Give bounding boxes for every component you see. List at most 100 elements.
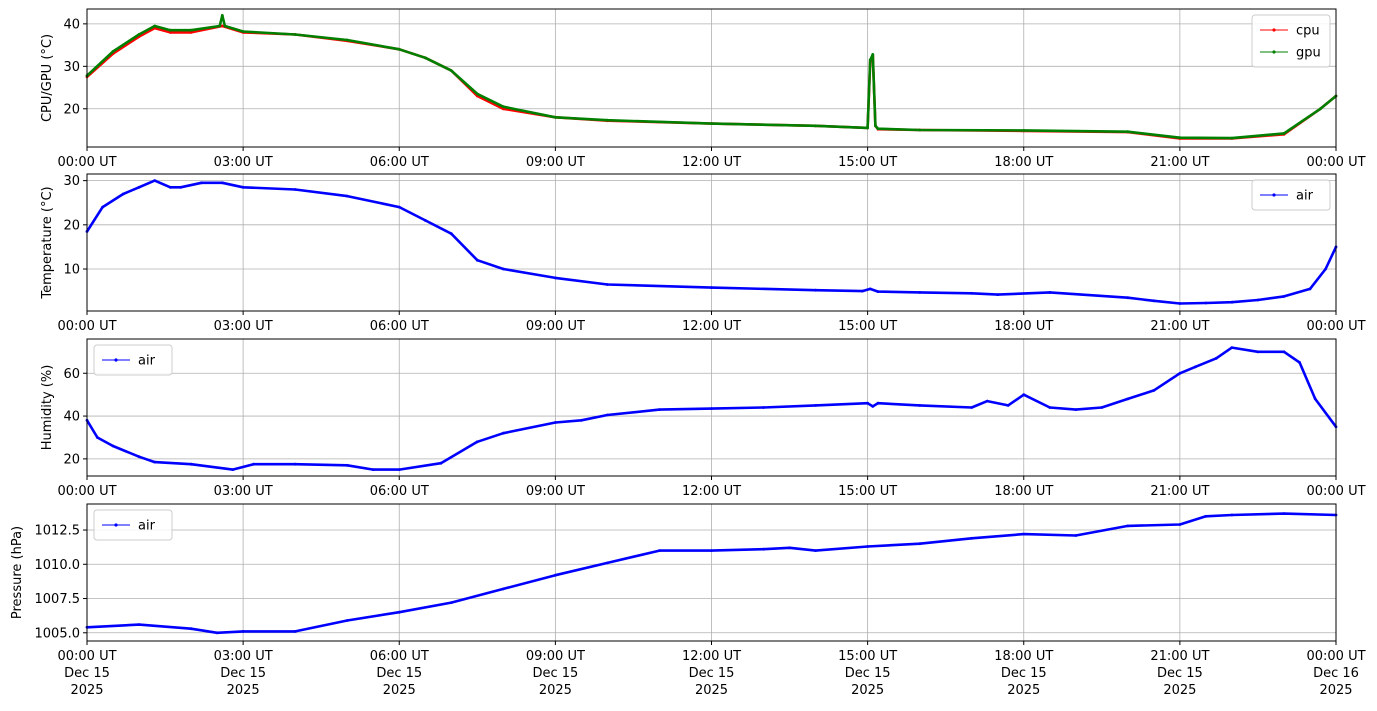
x-tick-label: Dec 15 — [376, 666, 422, 681]
data-point-air — [168, 185, 172, 189]
data-point-air — [200, 181, 203, 185]
x-tick-label: 18:00 UT — [994, 319, 1053, 334]
legend: air — [93, 344, 173, 376]
data-point-air — [241, 630, 245, 633]
data-point-air — [996, 293, 1000, 296]
data-point-gpu — [241, 30, 245, 33]
chart-panel-2: 10 20 30 Temperature (°C) 00:00 UT 03:00 UT 06… — [40, 173, 1366, 334]
data-point-cpu — [220, 24, 224, 28]
legend-marker-gpu — [1272, 50, 1276, 54]
data-point-air — [1298, 361, 1301, 364]
x-tick-label: 12:00 UT — [682, 155, 741, 170]
x-tick-label: 03:00 UT — [214, 155, 273, 170]
data-point-air — [1126, 397, 1130, 401]
x-tick-label: Dec 15 — [220, 666, 266, 681]
data-point-gpu — [710, 122, 713, 125]
data-point-gpu — [918, 128, 922, 132]
x-tick-label: 09:00 UT — [526, 319, 585, 334]
x-tick-label: 18:00 UT — [994, 155, 1053, 170]
chart-panel-3: 20 40 60 Humidity (%) 00:00 UT 03:00 UT 06:00 … — [40, 338, 1366, 499]
data-point-air — [606, 413, 609, 417]
data-point-air — [762, 547, 765, 551]
data-point-air — [501, 267, 505, 271]
series-line-air — [85, 346, 1338, 471]
data-point-air — [1194, 365, 1197, 369]
x-tick-label: 00:00 UT — [1306, 484, 1365, 499]
x-tick-label: 2025 — [1319, 683, 1352, 698]
data-point-air — [220, 181, 224, 185]
x-tick-label: 12:00 UT — [682, 319, 741, 334]
x-tick-label: 21:00 UT — [1150, 484, 1209, 499]
data-point-gpu — [1126, 130, 1130, 134]
data-point-air — [137, 623, 141, 626]
y-tick-label: 60 — [63, 367, 80, 382]
x-tick-label: 2025 — [539, 683, 572, 698]
legend-label-cpu: cpu — [1296, 24, 1320, 39]
data-point-air — [876, 290, 880, 293]
x-tick-label: 15:00 UT — [838, 155, 897, 170]
x-tick-label: 09:00 UT — [526, 484, 585, 499]
data-point-air — [866, 401, 869, 405]
data-point-gpu — [1282, 132, 1286, 135]
data-point-air — [1282, 295, 1286, 298]
data-point-gpu — [220, 14, 224, 17]
x-tick-label: Dec 15 — [64, 666, 110, 681]
data-point-air — [1178, 302, 1182, 305]
data-point-air — [397, 468, 401, 471]
data-point-gpu — [345, 38, 349, 42]
legend: air — [93, 509, 173, 541]
x-tick-label: 18:00 UT — [994, 484, 1053, 499]
data-point-air — [554, 276, 557, 280]
x-tick-label: Dec 15 — [1001, 666, 1047, 681]
data-point-air — [449, 232, 453, 236]
data-point-air — [423, 219, 427, 222]
data-point-air — [111, 444, 115, 448]
data-point-gpu — [874, 124, 877, 128]
data-point-air — [1282, 512, 1286, 515]
data-point-air — [861, 289, 864, 293]
data-point-air — [554, 421, 557, 424]
x-tick-label: Dec 15 — [689, 666, 735, 681]
data-point-air — [293, 462, 297, 466]
y-tick-label: 30 — [63, 60, 80, 75]
data-point-air — [1152, 299, 1156, 303]
data-point-gpu — [876, 127, 880, 131]
data-point-air — [814, 549, 817, 552]
legend-label-gpu: gpu — [1296, 46, 1321, 61]
data-point-air — [189, 462, 193, 466]
series-line-air — [85, 179, 1338, 305]
data-point-air — [1313, 397, 1317, 401]
data-point-air — [1204, 514, 1208, 518]
data-point-gpu — [168, 28, 172, 32]
data-point-air — [122, 192, 125, 196]
data-point-gpu — [423, 56, 427, 60]
data-point-gpu — [111, 50, 115, 53]
x-tick-label: 21:00 UT — [1150, 649, 1209, 664]
x-tick-label: 18:00 UT — [994, 649, 1053, 664]
y-tick-label: 40 — [63, 17, 80, 32]
x-tick-label: 03:00 UT — [214, 649, 273, 664]
y-tick-label: 20 — [63, 452, 80, 467]
y-tick-label: 20 — [63, 102, 80, 117]
x-tick-label: 12:00 UT — [682, 649, 741, 664]
data-point-air — [1006, 404, 1010, 407]
y-axis-label: Pressure (hPa) — [10, 526, 25, 619]
data-point-air — [1230, 513, 1234, 517]
data-point-air — [658, 408, 661, 411]
data-point-air — [397, 205, 401, 209]
data-point-gpu — [868, 58, 872, 62]
data-point-gpu — [1178, 136, 1182, 140]
x-tick-label: 06:00 UT — [370, 649, 429, 664]
legend-box — [93, 509, 173, 541]
legend-label-air: air — [138, 354, 156, 369]
data-point-air — [868, 287, 872, 291]
y-tick-label: 40 — [63, 410, 80, 425]
data-point-gpu — [189, 28, 193, 32]
data-point-air — [1152, 389, 1156, 392]
x-tick-label: 06:00 UT — [370, 319, 429, 334]
data-point-air — [985, 399, 989, 403]
legend-marker-air — [114, 358, 118, 362]
legend: cpu gpu — [1251, 14, 1331, 68]
data-point-gpu — [866, 126, 869, 130]
